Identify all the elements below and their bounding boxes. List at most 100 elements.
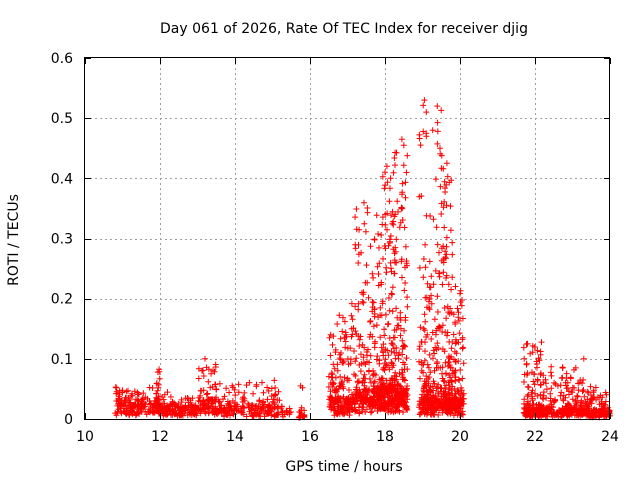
data-point bbox=[428, 273, 435, 280]
data-point bbox=[226, 389, 233, 396]
data-point bbox=[379, 404, 386, 411]
data-point bbox=[401, 342, 408, 349]
data-point bbox=[386, 335, 393, 342]
data-point bbox=[548, 385, 555, 392]
data-point bbox=[346, 404, 353, 411]
data-point bbox=[125, 399, 132, 406]
data-point bbox=[422, 383, 429, 389]
data-point bbox=[551, 409, 558, 415]
data-point bbox=[387, 238, 393, 245]
chart-title: Day 061 of 2026, Rate Of TEC Index for r… bbox=[160, 21, 528, 37]
data-point bbox=[352, 214, 359, 221]
data-point bbox=[399, 366, 405, 373]
data-point bbox=[420, 400, 427, 407]
data-point bbox=[438, 200, 445, 207]
data-point bbox=[449, 370, 456, 377]
data-point bbox=[352, 303, 359, 310]
data-point bbox=[400, 142, 407, 149]
data-point bbox=[424, 391, 431, 398]
data-point bbox=[431, 403, 438, 410]
x-tick-label: 12 bbox=[151, 429, 169, 445]
data-point bbox=[542, 376, 549, 383]
data-point bbox=[440, 204, 447, 211]
data-point bbox=[209, 383, 216, 390]
data-point bbox=[356, 336, 363, 343]
data-point bbox=[437, 145, 443, 152]
data-point bbox=[523, 361, 530, 368]
data-point bbox=[448, 286, 455, 293]
data-point bbox=[429, 329, 436, 336]
data-point bbox=[446, 338, 453, 345]
data-point bbox=[430, 378, 437, 385]
data-point bbox=[416, 264, 423, 271]
data-point bbox=[391, 327, 398, 334]
data-point bbox=[438, 107, 445, 114]
x-tick-label: 16 bbox=[301, 429, 319, 445]
data-point bbox=[399, 351, 406, 358]
x-axis-label: GPS time / hours bbox=[285, 459, 402, 475]
data-point bbox=[195, 365, 202, 372]
y-tick-label: 0.1 bbox=[51, 352, 73, 368]
data-point bbox=[416, 131, 423, 138]
data-point bbox=[240, 404, 247, 411]
data-point bbox=[387, 175, 394, 182]
data-point bbox=[220, 396, 226, 403]
data-point bbox=[169, 405, 176, 412]
data-point bbox=[369, 270, 376, 277]
data-point bbox=[117, 399, 124, 406]
data-point bbox=[190, 410, 197, 417]
data-point bbox=[379, 375, 386, 382]
data-point bbox=[388, 348, 395, 355]
data-point bbox=[576, 379, 583, 386]
data-point bbox=[592, 384, 599, 391]
data-point bbox=[434, 128, 441, 135]
data-point bbox=[420, 128, 427, 135]
data-point bbox=[361, 220, 368, 227]
data-point bbox=[399, 191, 405, 198]
data-point bbox=[373, 322, 380, 329]
data-point bbox=[529, 349, 536, 356]
data-point bbox=[389, 284, 396, 291]
data-point bbox=[355, 306, 362, 313]
data-point bbox=[327, 352, 334, 359]
data-point bbox=[558, 389, 565, 396]
data-point bbox=[389, 291, 396, 298]
data-point bbox=[372, 338, 379, 345]
data-point bbox=[187, 411, 193, 418]
data-point bbox=[532, 390, 538, 397]
data-point bbox=[366, 386, 373, 393]
data-point bbox=[445, 281, 452, 288]
data-point bbox=[367, 409, 374, 416]
data-point bbox=[230, 384, 236, 391]
data-point bbox=[216, 380, 223, 387]
data-point bbox=[379, 173, 386, 180]
data-point bbox=[438, 211, 445, 217]
data-point bbox=[327, 393, 334, 400]
data-point bbox=[521, 410, 528, 417]
data-point bbox=[401, 361, 408, 368]
data-point bbox=[416, 411, 423, 418]
data-point bbox=[571, 412, 578, 419]
data-point bbox=[430, 355, 436, 362]
data-point bbox=[383, 264, 390, 271]
data-point bbox=[436, 249, 442, 256]
data-point bbox=[443, 406, 450, 413]
data-point bbox=[195, 375, 202, 382]
data-point bbox=[451, 369, 458, 376]
data-point bbox=[446, 354, 452, 361]
data-point bbox=[529, 395, 536, 402]
data-point bbox=[376, 260, 383, 267]
data-point bbox=[164, 389, 171, 396]
data-point bbox=[539, 395, 546, 401]
data-point bbox=[457, 402, 464, 409]
data-point bbox=[377, 304, 384, 311]
data-point bbox=[344, 377, 351, 384]
data-point bbox=[421, 327, 428, 334]
data-point bbox=[380, 341, 387, 348]
data-point bbox=[171, 399, 177, 406]
data-point bbox=[241, 389, 248, 396]
data-point bbox=[457, 394, 464, 401]
data-point bbox=[451, 348, 458, 355]
data-point bbox=[426, 304, 432, 311]
data-point bbox=[439, 322, 446, 329]
